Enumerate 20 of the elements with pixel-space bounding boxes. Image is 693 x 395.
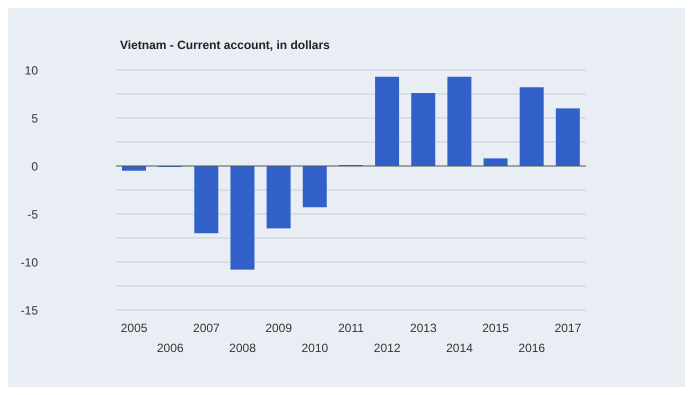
x-tick-label: 2007	[193, 321, 220, 335]
x-tick-label: 2006	[156, 341, 184, 355]
x-tick-label: 2014	[446, 341, 474, 355]
x-tick-label: 2008	[229, 341, 256, 355]
x-tick-label: 2005	[120, 321, 148, 335]
x-tick-label: 2010	[301, 341, 329, 355]
x-tick-label: 2009	[265, 321, 292, 335]
x-tick-label: 2012	[374, 341, 401, 355]
chart-title: Vietnam - Current account, in dollars	[120, 38, 330, 52]
x-tick-label: 2013	[410, 321, 437, 335]
x-tick-label: 2016	[518, 341, 546, 355]
y-tick-label: -5	[27, 207, 38, 222]
y-tick-label: -15	[20, 303, 38, 318]
x-tick-label: 2011	[338, 321, 364, 335]
x-tick-label: 2017	[554, 321, 582, 335]
y-tick-label: -10	[20, 255, 38, 270]
y-tick-label: 10	[24, 63, 38, 78]
y-tick-label: 0	[31, 159, 38, 174]
x-tick-label: 2015	[482, 321, 510, 335]
y-tick-label: 5	[31, 111, 38, 126]
